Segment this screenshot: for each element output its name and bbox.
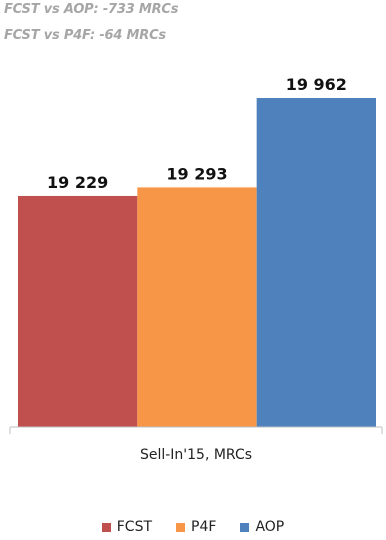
bar-fcst [18,195,138,427]
legend-label-fcst: FCST [116,519,153,535]
legend-label-aop: AOP [255,519,285,535]
legend: FCST P4F AOP [0,519,386,535]
data-label-p4f: 19 293 [166,164,227,183]
data-label-aop: 19 962 [286,75,347,94]
bar-p4f [137,187,257,427]
fcst-vs-aop-annotation: FCST vs AOP: -733 MRCs [4,2,179,17]
legend-item-aop: AOP [240,519,284,535]
legend-label-p4f: P4F [191,519,217,535]
bars-group [18,98,376,427]
legend-item-fcst: FCST [101,519,153,535]
data-labels-group: 19 229 19 293 19 962 [47,75,347,192]
fcst-vs-p4f-annotation: FCST vs P4F: -64 MRCs [4,28,166,43]
bar-aop [256,98,376,427]
x-axis-category-label: Sell-In'15, MRCs [140,447,252,463]
legend-item-p4f: P4F [176,519,216,535]
data-label-fcst: 19 229 [47,173,108,192]
legend-swatch-aop [240,522,250,532]
legend-swatch-fcst [101,522,111,532]
legend-swatch-p4f [176,522,186,532]
